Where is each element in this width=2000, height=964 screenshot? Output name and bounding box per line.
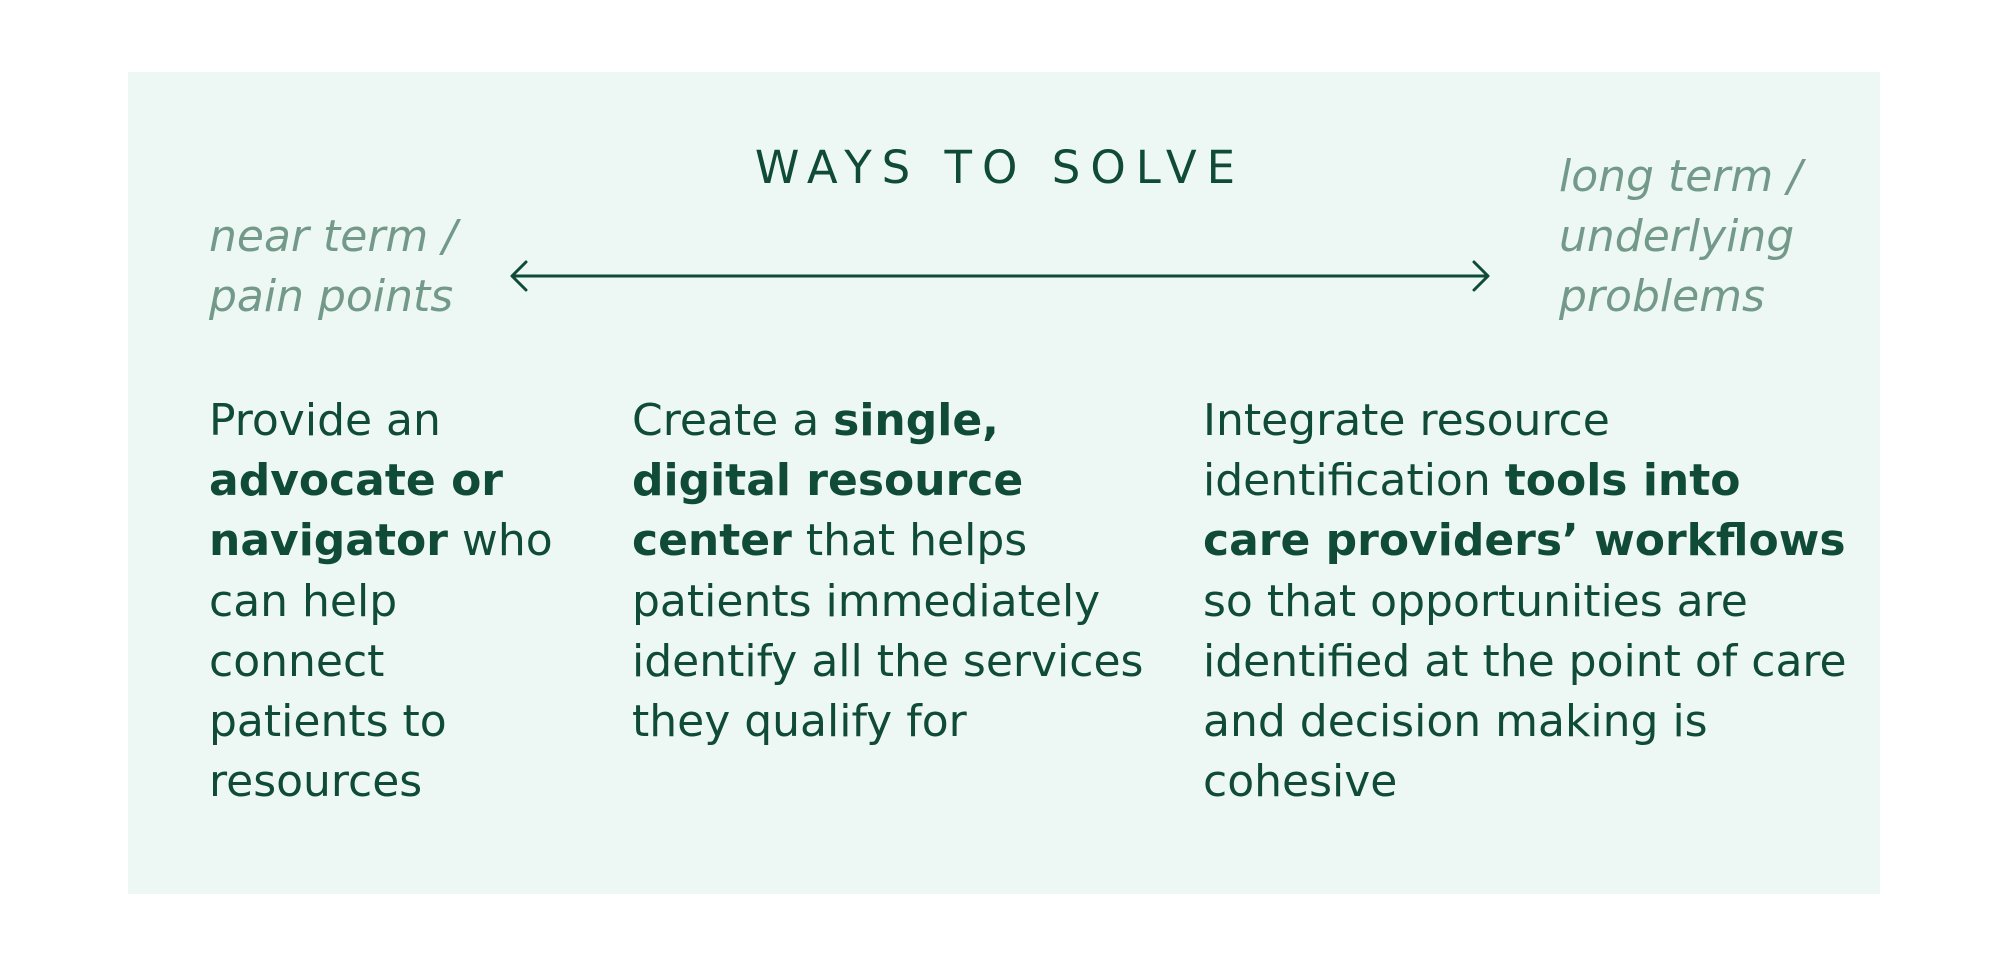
solution-digital-resource-center: Create a single, digital resource center… bbox=[632, 391, 1152, 752]
solution-3-text-bold: tools into care providers’ workflows bbox=[1203, 455, 1846, 567]
solution-2-text-post: that helps patients immediately identify… bbox=[632, 515, 1144, 748]
near-term-line-2: pain points bbox=[209, 271, 454, 322]
solution-2-text-pre: Create a bbox=[632, 395, 834, 446]
solution-3-text-pre: Integrate resource identification bbox=[1203, 395, 1610, 507]
solution-1-text-pre: Provide an bbox=[209, 395, 441, 446]
solution-advocate-navigator: Provide an advocate or navigator who can… bbox=[209, 391, 569, 812]
long-term-line-3: problems bbox=[1559, 271, 1765, 322]
solution-2-text-bold: single, digital resource center bbox=[632, 395, 1024, 567]
diagram-title: WAYS TO SOLVE bbox=[754, 141, 1246, 194]
long-term-line-1: long term / bbox=[1559, 151, 1803, 202]
solution-integrated-tools: Integrate resource identification tools … bbox=[1203, 391, 1853, 812]
near-term-label: near term / pain points bbox=[209, 207, 569, 327]
long-term-line-2: underlying bbox=[1559, 211, 1795, 262]
ways-to-solve-panel bbox=[128, 72, 1880, 894]
solution-1-text-bold: advocate or navigator bbox=[209, 455, 503, 567]
solution-1-text-post: who can help connect patients to resourc… bbox=[209, 515, 553, 808]
double-arrow-icon bbox=[510, 260, 1490, 292]
solution-3-text-post: so that opportunities are identified at … bbox=[1203, 575, 1847, 808]
long-term-label: long term / underlying problems bbox=[1559, 147, 1919, 327]
near-term-line-1: near term / bbox=[209, 211, 458, 262]
